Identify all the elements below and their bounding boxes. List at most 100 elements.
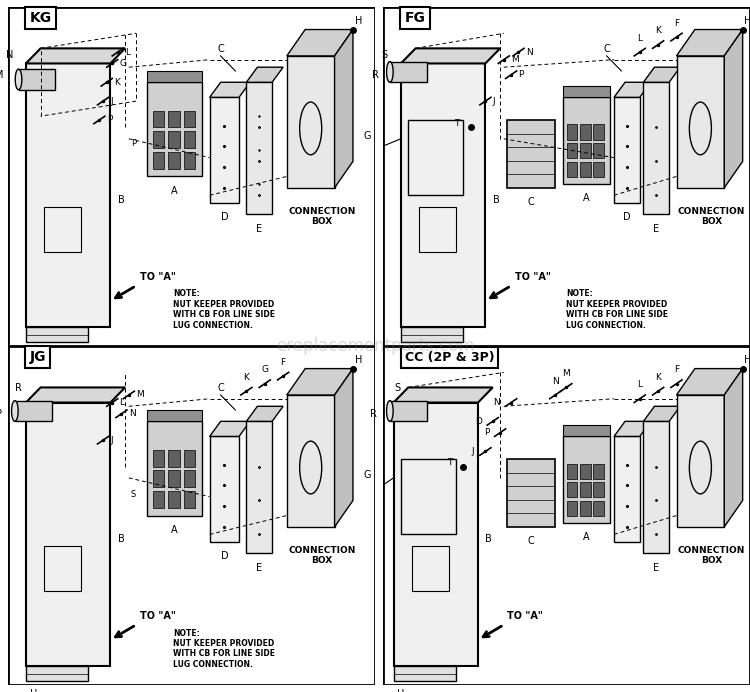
Text: C: C [603,44,610,54]
Text: G: G [119,59,127,68]
Ellipse shape [11,401,18,421]
Bar [390,401,427,421]
Bar [153,131,164,148]
Bar [593,143,604,158]
Bar [508,120,555,188]
Bar [184,450,195,466]
Polygon shape [209,421,250,437]
Polygon shape [400,327,464,343]
Bar [567,162,578,177]
Polygon shape [26,48,125,64]
Bar [184,131,195,148]
Polygon shape [334,369,353,527]
Text: A: A [172,186,178,196]
Bar [44,207,81,252]
Polygon shape [246,67,284,82]
Ellipse shape [15,69,22,90]
Text: C: C [217,383,224,393]
Text: L: L [638,381,642,390]
Bar [147,410,202,421]
Bar [184,111,195,127]
Text: KG: KG [29,11,52,25]
Bar [15,401,52,421]
Bar [580,501,590,516]
Text: K: K [656,26,661,35]
Bar [412,546,448,591]
Bar [580,464,590,479]
Polygon shape [394,403,478,666]
Text: E: E [256,563,262,573]
Text: G: G [364,470,371,480]
Text: P: P [0,409,2,419]
Bar [580,143,590,158]
Bar [562,437,610,523]
Polygon shape [209,82,250,98]
Bar [567,125,578,140]
Bar [593,464,604,479]
Polygon shape [676,56,724,188]
Text: TO "A": TO "A" [508,611,543,621]
Text: CC (2P & 3P): CC (2P & 3P) [404,351,494,364]
Bar [567,143,578,158]
Text: D: D [220,212,228,222]
Polygon shape [400,64,485,327]
Bar [419,207,456,252]
Bar [147,71,202,82]
Bar [147,421,202,516]
Polygon shape [286,395,334,527]
Text: E: E [256,224,262,234]
Bar [580,482,590,498]
Polygon shape [26,64,110,327]
Text: J: J [493,97,495,106]
Text: S: S [381,50,388,60]
Text: H: H [404,349,412,360]
Polygon shape [676,30,742,56]
Polygon shape [724,30,742,188]
Text: M: M [562,369,570,378]
Text: FG: FG [404,11,425,25]
Polygon shape [246,406,284,421]
Text: H: H [355,16,362,26]
Text: N: N [552,376,559,385]
Polygon shape [26,403,110,666]
Text: P: P [518,70,524,80]
Text: T: T [447,458,452,467]
Bar [644,82,669,214]
Bar [147,82,202,176]
Bar [400,459,456,534]
Text: M: M [512,55,519,64]
Bar [593,501,604,516]
Bar [168,450,180,466]
Bar [246,421,272,553]
Text: B: B [485,534,492,544]
Text: CONNECTION
BOX: CONNECTION BOX [678,546,745,565]
Bar [153,450,164,466]
Text: A: A [584,533,590,543]
Polygon shape [644,406,680,421]
Text: M: M [136,390,144,399]
Text: R: R [370,409,377,419]
Text: K: K [656,373,661,382]
Bar [168,131,180,148]
Bar [614,98,640,203]
Bar [593,162,604,177]
Bar [408,120,464,195]
Text: P: P [484,428,489,437]
Text: J: J [110,436,113,445]
Text: K: K [244,373,249,382]
Text: J: J [472,447,474,456]
Text: CONNECTION
BOX: CONNECTION BOX [288,207,356,226]
Text: F: F [280,358,286,367]
Text: CONNECTION
BOX: CONNECTION BOX [678,207,745,226]
Text: F: F [674,365,679,374]
Bar [562,425,610,437]
Text: D: D [475,417,482,426]
Text: H: H [355,355,362,365]
Polygon shape [286,56,334,188]
Text: D: D [623,212,631,222]
Text: F: F [674,19,679,28]
Bar [184,471,195,487]
Bar [184,491,195,508]
Text: NOTE:
NUT KEEPER PROVIDED
WITH CB FOR LINE SIDE
LUG CONNECTION.: NOTE: NUT KEEPER PROVIDED WITH CB FOR LI… [172,628,274,668]
Text: C: C [528,197,535,207]
